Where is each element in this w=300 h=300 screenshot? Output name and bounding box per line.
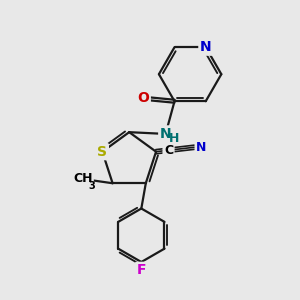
Text: F: F	[136, 263, 146, 277]
Text: CH: CH	[74, 172, 93, 185]
Text: O: O	[137, 91, 149, 105]
Text: N: N	[200, 40, 212, 54]
Text: 3: 3	[88, 181, 95, 190]
Text: N: N	[196, 141, 206, 154]
Text: S: S	[97, 145, 107, 159]
Text: H: H	[169, 132, 179, 145]
Text: N: N	[160, 127, 171, 141]
Text: C: C	[164, 144, 173, 157]
